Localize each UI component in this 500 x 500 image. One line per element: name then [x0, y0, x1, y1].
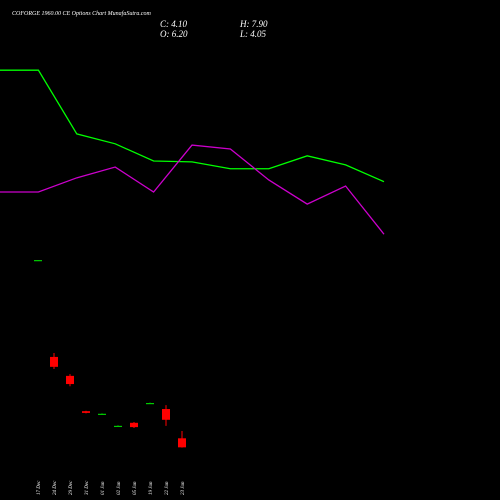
candle-body: [98, 413, 106, 415]
x-tick-label: 31 Dec: [85, 480, 90, 495]
high-label: H: 7.90: [239, 19, 268, 29]
x-tick-label: 05 Jan: [133, 481, 138, 495]
x-tick-label: 23 Jan: [181, 481, 186, 495]
candle-body: [162, 409, 170, 420]
low-label: L: 4.05: [239, 29, 267, 39]
x-tick-label: 02 Jan: [117, 481, 122, 495]
x-tick-label: 19 Jan: [149, 481, 154, 495]
x-tick-label: 22 Jan: [165, 481, 170, 495]
x-tick-label: 17 Dec: [37, 480, 42, 495]
candle-body: [114, 425, 122, 428]
candle-body: [66, 375, 74, 385]
candle-body: [130, 422, 138, 428]
candle-body: [82, 411, 90, 413]
close-label: C: 4.10: [160, 19, 188, 29]
candle-body: [146, 403, 154, 405]
candle-body: [34, 260, 42, 262]
x-tick-label: 24 Dec: [53, 480, 58, 495]
open-label: O: 6.20: [160, 29, 188, 39]
x-tick-label: 29 Dec: [69, 480, 74, 495]
candle-body: [50, 356, 58, 367]
candle-body: [178, 438, 186, 448]
line: [0, 144, 385, 235]
line: [0, 69, 385, 183]
chart-title: COFORGE 1960.00 CE Options Chart MunafaS…: [12, 10, 151, 17]
x-tick-label: 01 Jan: [101, 481, 106, 495]
